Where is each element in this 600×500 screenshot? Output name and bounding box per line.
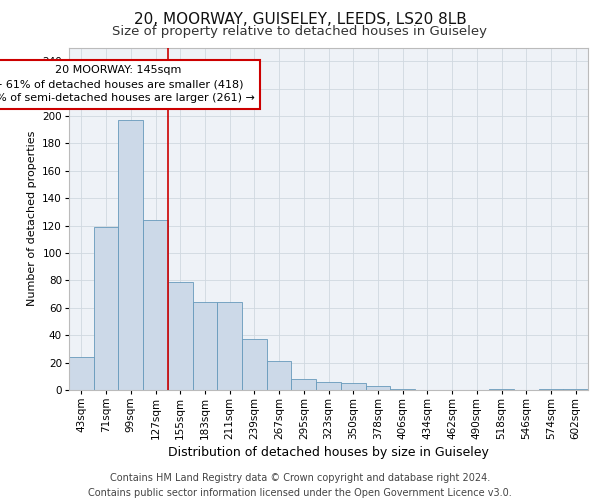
Bar [341,383,365,390]
Bar [316,382,341,390]
Text: 20, MOORWAY, GUISELEY, LEEDS, LS20 8LB: 20, MOORWAY, GUISELEY, LEEDS, LS20 8LB [134,12,466,28]
Bar [118,120,143,390]
Bar [292,379,316,390]
Bar [267,361,292,390]
Text: 20 MOORWAY: 145sqm
← 61% of detached houses are smaller (418)
38% of semi-detach: 20 MOORWAY: 145sqm ← 61% of detached hou… [0,66,255,104]
Bar [143,220,168,390]
Bar [539,388,563,390]
Bar [390,388,415,390]
Bar [489,388,514,390]
Bar [242,340,267,390]
Bar [94,227,118,390]
Bar [563,388,588,390]
Bar [168,282,193,390]
Bar [193,302,217,390]
Bar [365,386,390,390]
Bar [69,357,94,390]
Text: Contains HM Land Registry data © Crown copyright and database right 2024.
Contai: Contains HM Land Registry data © Crown c… [88,472,512,498]
Y-axis label: Number of detached properties: Number of detached properties [27,131,37,306]
X-axis label: Distribution of detached houses by size in Guiseley: Distribution of detached houses by size … [168,446,489,459]
Bar [217,302,242,390]
Text: Size of property relative to detached houses in Guiseley: Size of property relative to detached ho… [113,25,487,38]
